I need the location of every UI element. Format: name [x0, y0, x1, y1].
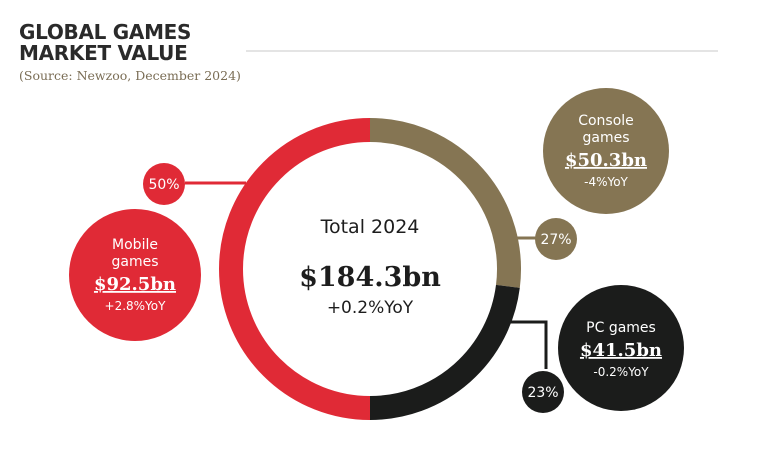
share-bubble-console	[535, 218, 577, 260]
value-bubble-pc	[558, 285, 684, 411]
chart-title: GLOBAL GAMES MARKET VALUE	[19, 22, 191, 64]
share-label-console: 27%	[540, 232, 571, 248]
segment-change-pc: -0.2%YoY	[593, 365, 649, 379]
segment-name2-mobile: games	[111, 254, 158, 270]
share-label-pc: 23%	[527, 385, 558, 401]
center-value: $184.3bn	[299, 262, 441, 293]
segment-value-pc: $41.5bn	[580, 340, 662, 361]
segment-change-mobile: +2.8%YoY	[105, 299, 167, 313]
segment-name-pc: PC games	[586, 320, 656, 336]
share-bubble-pc	[522, 371, 564, 413]
value-bubble-mobile	[69, 209, 201, 341]
title-line-1: GLOBAL GAMES	[19, 20, 192, 44]
center-change: +0.2%YoY	[327, 298, 414, 318]
segment-name-console: Console	[578, 113, 634, 129]
title-line-2: MARKET VALUE	[19, 41, 188, 65]
connector-pc	[505, 320, 548, 369]
share-label-mobile: 50%	[148, 177, 179, 193]
segment-name-mobile: Mobile	[112, 237, 158, 253]
share-bubble-mobile	[143, 163, 185, 205]
donut-segment-mobile	[219, 118, 371, 420]
segment-name2-console: games	[582, 130, 629, 146]
source-note: (Source: Newzoo, December 2024)	[19, 68, 241, 83]
segment-change-console: -4%YoY	[584, 175, 628, 189]
donut-segment-pc	[369, 284, 520, 420]
center-label: Total 2024	[320, 216, 420, 238]
segment-value-console: $50.3bn	[565, 150, 647, 171]
segment-value-mobile: $92.5bn	[94, 274, 176, 295]
donut-segment-console	[369, 118, 521, 288]
value-bubble-console	[543, 88, 669, 214]
